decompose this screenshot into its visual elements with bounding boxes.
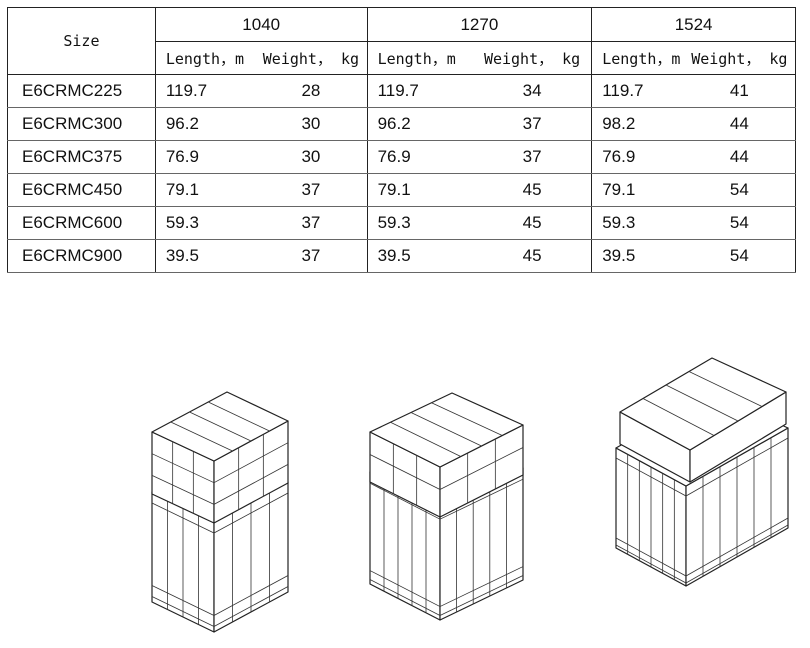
top-line xyxy=(208,401,270,432)
size-cell: E6CRMC600 xyxy=(7,206,156,240)
weight-cell: 37 xyxy=(472,107,593,141)
top-line xyxy=(170,421,233,452)
length-cell: 98.2 xyxy=(591,107,684,141)
weight-cell: 45 xyxy=(472,239,593,273)
size-cell: E6CRMC450 xyxy=(7,173,156,207)
band-line xyxy=(213,442,289,484)
length-cell: 76.9 xyxy=(366,140,473,174)
weight-cell: 45 xyxy=(472,173,593,207)
length-cell: 76.9 xyxy=(591,140,684,174)
top-line xyxy=(390,421,461,457)
sub-header: Length，m xyxy=(366,41,473,75)
band-line xyxy=(369,482,441,520)
weight-cell: 37 xyxy=(255,239,368,273)
size-cell: E6CRMC225 xyxy=(7,74,156,108)
band-line xyxy=(369,570,441,607)
table-row: E6CRMC900 39.5 37 39.5 45 39.5 54 xyxy=(7,239,796,273)
size-cell: E6CRMC300 xyxy=(7,107,156,141)
length-cell: 39.5 xyxy=(154,239,256,273)
weight-cell: 44 xyxy=(683,140,796,174)
top-line xyxy=(642,398,715,436)
length-cell: 119.7 xyxy=(366,74,473,108)
weight-cell: 41 xyxy=(683,74,796,108)
table-row: E6CRMC225 119.7 28 119.7 34 119.7 41 xyxy=(7,74,796,108)
size-header: Size xyxy=(7,7,156,75)
table-row: E6CRMC300 96.2 30 96.2 37 98.2 44 xyxy=(7,107,796,141)
length-cell: 39.5 xyxy=(366,239,473,273)
weight-cell: 30 xyxy=(255,107,368,141)
length-cell: 79.1 xyxy=(591,173,684,207)
top-line xyxy=(665,384,739,422)
weight-cell: 34 xyxy=(472,74,593,108)
sub-header: Weight， kg xyxy=(683,41,796,75)
top-line xyxy=(431,402,503,436)
size-cell: E6CRMC900 xyxy=(7,239,156,273)
length-cell: 59.3 xyxy=(591,206,684,240)
band-line xyxy=(151,475,215,505)
table-row: E6CRMC375 76.9 30 76.9 37 76.9 44 xyxy=(7,140,796,174)
length-cell: 59.3 xyxy=(366,206,473,240)
box-top-face xyxy=(619,357,787,451)
band-line xyxy=(369,454,441,490)
band-line xyxy=(439,447,524,490)
length-cell: 119.7 xyxy=(154,74,256,108)
weight-cell: 37 xyxy=(255,206,368,240)
top-line xyxy=(189,411,252,442)
band-line xyxy=(213,464,289,505)
sub-header: Length，m xyxy=(591,41,684,75)
sub-header: Weight， kg xyxy=(472,41,593,75)
length-cell: 76.9 xyxy=(154,140,256,174)
weight-cell: 54 xyxy=(683,239,796,273)
band-line xyxy=(151,453,215,484)
top-line xyxy=(688,371,763,407)
length-cell: 39.5 xyxy=(591,239,684,273)
weight-cell: 30 xyxy=(255,140,368,174)
band-line xyxy=(439,478,524,520)
group-header: 1040 xyxy=(154,7,368,42)
spec-table: Size 1040 1270 1524 Length，m Weight， kg … xyxy=(7,7,796,273)
band-line xyxy=(439,575,524,616)
length-cell: 119.7 xyxy=(591,74,684,108)
table-body: E6CRMC225 119.7 28 119.7 34 119.7 41 E6CRMC300 9… xyxy=(7,74,796,273)
top-line xyxy=(410,412,482,447)
weight-cell: 45 xyxy=(472,206,593,240)
band-line xyxy=(439,566,524,607)
group-header: 1524 xyxy=(591,7,796,42)
band-line xyxy=(369,579,441,616)
